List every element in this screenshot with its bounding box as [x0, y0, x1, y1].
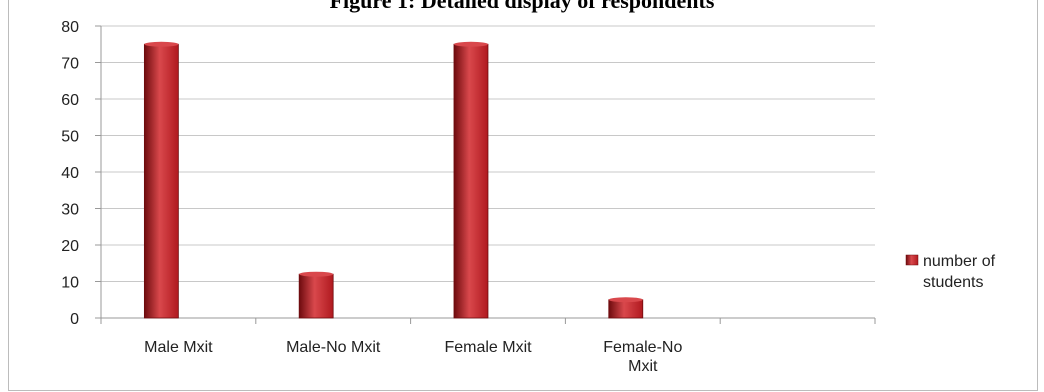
bar	[143, 43, 179, 319]
y-tick-label: 20	[61, 238, 79, 255]
legend-swatch	[905, 254, 919, 266]
x-tick-label: Mxit	[628, 358, 658, 375]
bar-cap	[453, 41, 488, 47]
y-tick-label: 40	[61, 165, 79, 182]
y-tick-labels: 0 10 20 30 40 50 60 70 80	[61, 19, 101, 328]
y-tick-label: 30	[61, 202, 79, 219]
bar	[453, 43, 489, 319]
bar-cap	[144, 41, 179, 47]
bar	[608, 299, 644, 319]
legend: number of students	[905, 253, 996, 291]
y-tick-label: 70	[61, 56, 79, 73]
x-tick-labels: Male Mxit Male-No Mxit Female Mxit Female-N…	[144, 339, 682, 375]
x-tick-label: Female Mxit	[444, 339, 532, 356]
y-tick-label: 10	[61, 275, 79, 292]
x-tick-label: Male-No Mxit	[286, 339, 381, 356]
y-tick-label: 80	[61, 19, 79, 36]
legend-label: students	[923, 274, 983, 291]
legend-label: number of	[923, 253, 996, 270]
y-tick-label: 0	[70, 311, 79, 328]
bars	[143, 41, 644, 319]
bar-cap	[299, 271, 334, 277]
figure-title: Figure 1: Detailed display of respondent…	[329, 0, 715, 13]
y-tick-label: 60	[61, 92, 79, 109]
bar-cap	[608, 297, 643, 303]
chart-frame	[8, 0, 1038, 391]
y-tick-label: 50	[61, 129, 79, 146]
x-tick-label: Female-No	[603, 339, 682, 356]
bar	[298, 273, 334, 319]
x-tick-label: Male Mxit	[144, 339, 213, 356]
